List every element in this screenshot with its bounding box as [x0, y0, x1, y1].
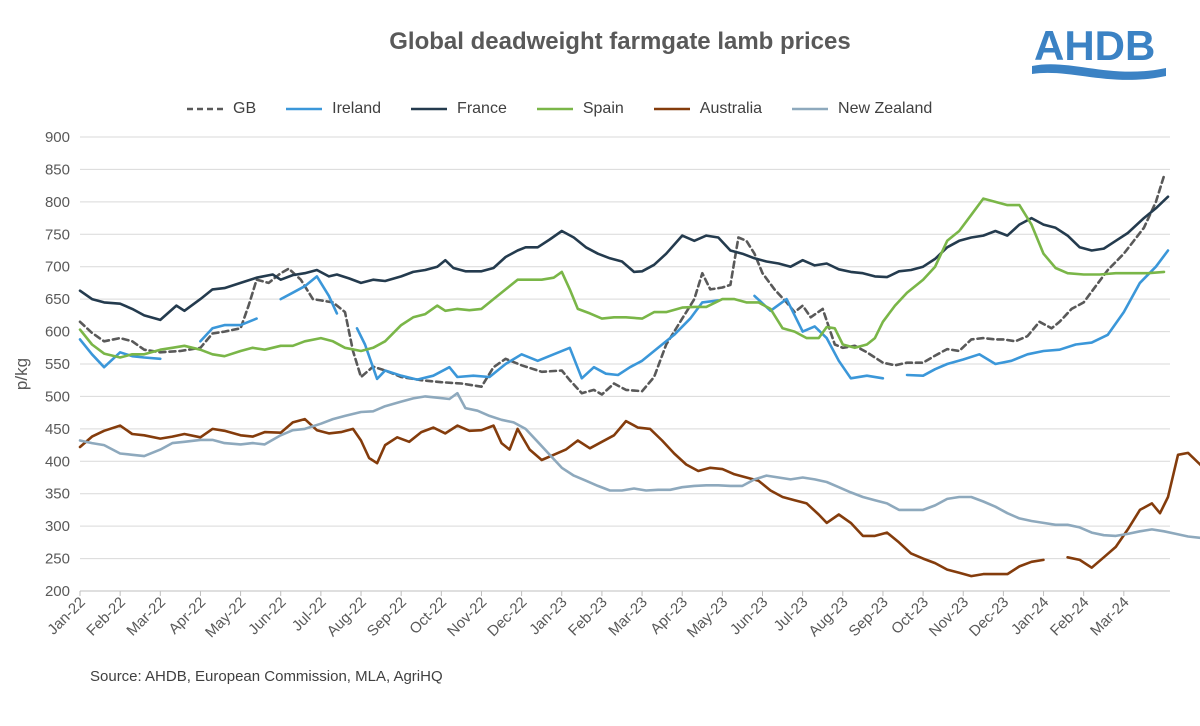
x-tick-label: Feb-24: [1047, 594, 1093, 640]
x-tick-label: May-22: [202, 594, 249, 641]
y-tick-label: 200: [45, 583, 70, 600]
x-tick-label: Dec-22: [484, 594, 530, 640]
logo-text: AHDB: [1034, 22, 1155, 69]
x-tick-label: Jun-23: [727, 594, 771, 638]
y-tick-label: 400: [45, 453, 70, 470]
legend-item-ireland: Ireland: [284, 100, 381, 118]
y-tick-label: 300: [45, 518, 70, 535]
chart-title: Global deadweight farmgate lamb prices: [389, 28, 851, 55]
legend-swatch: [187, 107, 223, 111]
x-tick-label: Mar-24: [1087, 594, 1133, 640]
legend-item-new-zealand: New Zealand: [790, 100, 932, 118]
legend-item-australia: Australia: [652, 100, 762, 118]
x-tick-label: Nov-22: [444, 594, 490, 640]
series-line-ireland: [279, 275, 339, 315]
y-tick-label: 250: [45, 551, 70, 568]
series-line-france: [78, 195, 1170, 322]
y-tick-label: 650: [45, 291, 70, 308]
series-line-ireland: [355, 299, 720, 381]
y-tick-label: 700: [45, 259, 70, 276]
y-tick-label: 850: [45, 161, 70, 178]
y-tick-label: 500: [45, 388, 70, 405]
legend-label: GB: [233, 100, 257, 117]
x-tick-label: Jan-22: [44, 594, 88, 638]
series-line-australia: [78, 417, 1045, 578]
legend-item-spain: Spain: [535, 100, 624, 118]
x-tick-label: Aug-23: [805, 594, 851, 640]
y-tick-label: 550: [45, 356, 70, 373]
ahdb-logo: AHDB: [1030, 18, 1170, 88]
legend-label: Spain: [582, 100, 624, 117]
x-tick-label: Aug-22: [324, 594, 370, 640]
series-line-ireland: [905, 249, 1170, 377]
legend-item-france: France: [409, 100, 507, 118]
series-line-spain: [78, 197, 1166, 359]
x-tick-label: Jun-22: [245, 594, 289, 638]
legend: GB Ireland France Spain Australia New Zealand: [185, 97, 960, 121]
legend-swatch: [792, 107, 829, 111]
legend-swatch: [286, 107, 323, 111]
x-tick-label: Jan-23: [526, 594, 570, 638]
x-tick-label: Sep-22: [364, 594, 410, 640]
x-tick-label: Mar-23: [605, 594, 651, 640]
series-line-new-zealand: [78, 391, 1200, 540]
legend-label: New Zealand: [838, 100, 933, 117]
legend-swatch: [411, 107, 448, 111]
y-tick-label: 600: [45, 324, 70, 341]
x-tick-label: Mar-22: [124, 594, 170, 640]
x-tick-label: Sep-23: [846, 594, 892, 640]
x-tick-label: Oct-22: [406, 594, 450, 638]
series-line-ireland: [753, 294, 885, 380]
legend-label: France: [457, 100, 507, 117]
y-tick-label: 900: [45, 129, 70, 146]
y-axis-title: p/kg: [12, 358, 31, 390]
x-tick-label: Oct-23: [888, 594, 932, 638]
x-tick-label: Feb-22: [83, 594, 129, 640]
x-tick-label: Jan-24: [1008, 594, 1052, 638]
x-tick-label: Nov-23: [926, 594, 972, 640]
series-line-ireland: [199, 317, 258, 343]
legend-label: Australia: [699, 100, 763, 117]
legend-item-gb: GB: [185, 100, 256, 118]
legend-label: Ireland: [332, 100, 382, 117]
y-tick-label: 450: [45, 421, 70, 438]
x-tick-label: Feb-23: [565, 594, 611, 640]
legend-swatch: [536, 107, 573, 111]
x-tick-label: Dec-23: [966, 594, 1012, 640]
legend-swatch: [653, 107, 690, 111]
y-tick-label: 350: [45, 486, 70, 503]
series-line-australia: [1066, 451, 1200, 569]
series-line-ireland: [78, 338, 162, 369]
y-tick-label: 800: [45, 194, 70, 211]
source-note: Source: AHDB, European Commission, MLA, …: [90, 668, 443, 685]
x-tick-label: May-23: [684, 594, 731, 641]
logo-wave: [1032, 64, 1166, 80]
ahdb-logo-graphic: AHDB: [1032, 22, 1166, 80]
y-tick-label: 750: [45, 226, 70, 243]
